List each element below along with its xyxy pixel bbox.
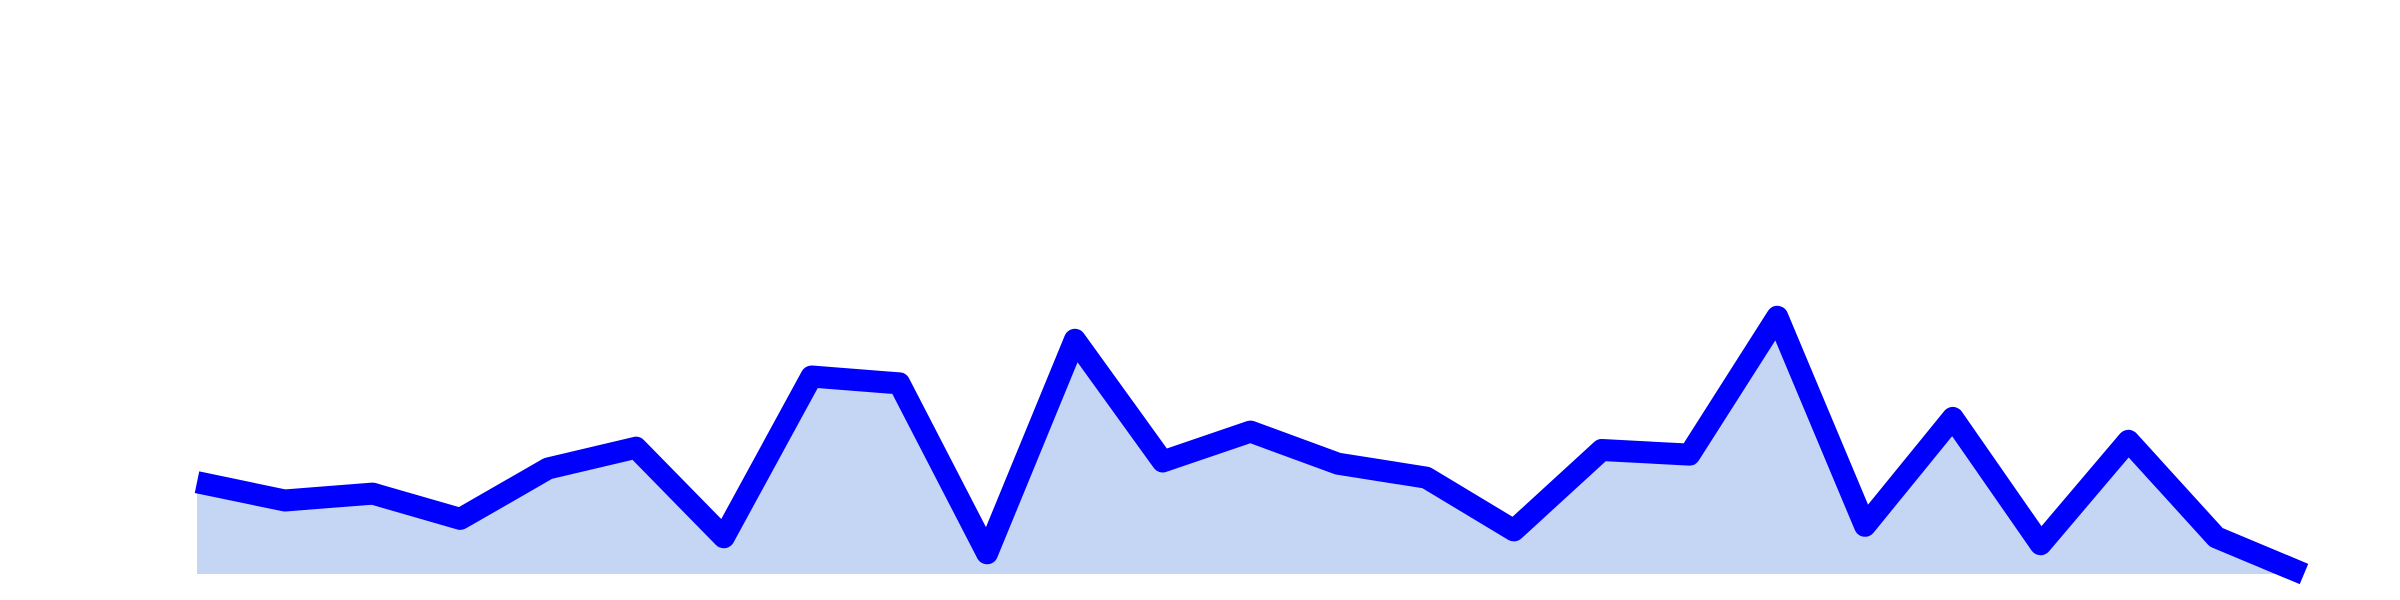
line-layer — [194, 305, 2309, 585]
area-fill — [197, 316, 2304, 574]
area-layer — [197, 316, 2304, 574]
series-line — [194, 305, 2309, 585]
